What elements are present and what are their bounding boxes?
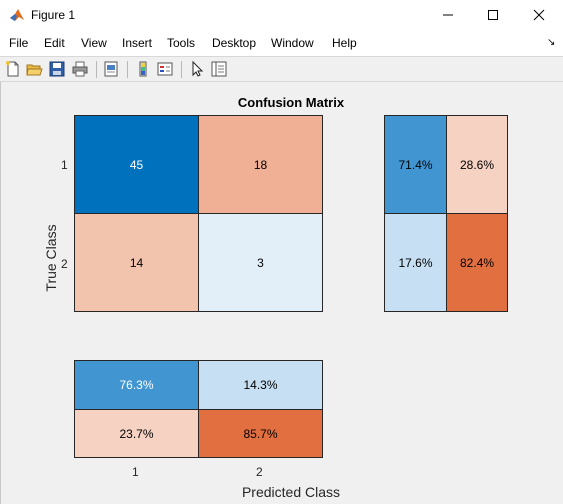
dock-arrow-icon[interactable]: ↘ — [547, 37, 556, 48]
legend-icon[interactable] — [156, 60, 174, 78]
y-axis-label: True Class — [43, 224, 59, 292]
matrix-cell-2-1: 14 — [74, 213, 199, 312]
matrix-cell-1-2: 18 — [198, 115, 323, 214]
matrix-cell-2-2: 3 — [198, 213, 323, 312]
menu-window[interactable]: Window — [271, 36, 314, 50]
minimize-button[interactable] — [425, 0, 471, 30]
window-title: Figure 1 — [31, 8, 76, 22]
menu-edit[interactable]: Edit — [44, 36, 65, 50]
x-tick-label: 1 — [132, 465, 139, 479]
toolbar-separator — [96, 61, 97, 78]
menu-bar: File Edit View Insert Tools Desktop Wind… — [0, 32, 563, 54]
y-tick-label: 2 — [61, 257, 68, 271]
row-summary-cell-1-2: 28.6% — [446, 115, 508, 214]
matrix-cell-1-1: 45 — [74, 115, 199, 214]
column-summary-cell-1-2: 14.3% — [198, 360, 323, 410]
menu-help[interactable]: Help — [332, 36, 357, 50]
save-icon[interactable] — [48, 60, 66, 78]
minimize-icon — [443, 14, 453, 16]
matlab-icon — [10, 9, 24, 21]
menu-file[interactable]: File — [9, 36, 29, 50]
menu-insert[interactable]: Insert — [122, 36, 153, 50]
colorbar-icon[interactable] — [134, 60, 152, 78]
toolbar-separator — [181, 61, 182, 78]
y-tick-label: 1 — [61, 158, 68, 172]
select-arrow-icon[interactable] — [188, 60, 206, 78]
new-figure-icon[interactable] — [4, 60, 22, 78]
column-summary-cell-2-2: 85.7% — [198, 409, 323, 458]
row-summary-cell-2-2: 82.4% — [446, 213, 508, 312]
menu-desktop[interactable]: Desktop — [212, 36, 257, 50]
toolbar-separator — [127, 61, 128, 78]
chart-title: Confusion Matrix — [237, 95, 345, 110]
toolbar — [0, 56, 563, 82]
column-summary-cell-1-1: 76.3% — [74, 360, 199, 410]
maximize-icon — [488, 10, 498, 20]
row-summary-cell-2-1: 17.6% — [384, 213, 447, 312]
column-summary-cell-2-1: 23.7% — [74, 409, 199, 458]
maximize-button[interactable] — [470, 0, 516, 30]
print-preview-icon[interactable] — [102, 60, 120, 78]
menu-tools[interactable]: Tools — [167, 36, 196, 50]
title-bar: Figure 1 — [0, 0, 563, 30]
close-button[interactable] — [516, 0, 562, 30]
property-inspector-icon[interactable] — [210, 60, 228, 78]
print-icon[interactable] — [71, 60, 89, 78]
x-axis-label: Predicted Class — [241, 484, 341, 500]
close-icon — [533, 9, 545, 21]
menu-view[interactable]: View — [81, 36, 107, 50]
figure-border — [0, 82, 1, 504]
row-summary-cell-1-1: 71.4% — [384, 115, 447, 214]
open-file-icon[interactable] — [25, 60, 43, 78]
x-tick-label: 2 — [256, 465, 263, 479]
